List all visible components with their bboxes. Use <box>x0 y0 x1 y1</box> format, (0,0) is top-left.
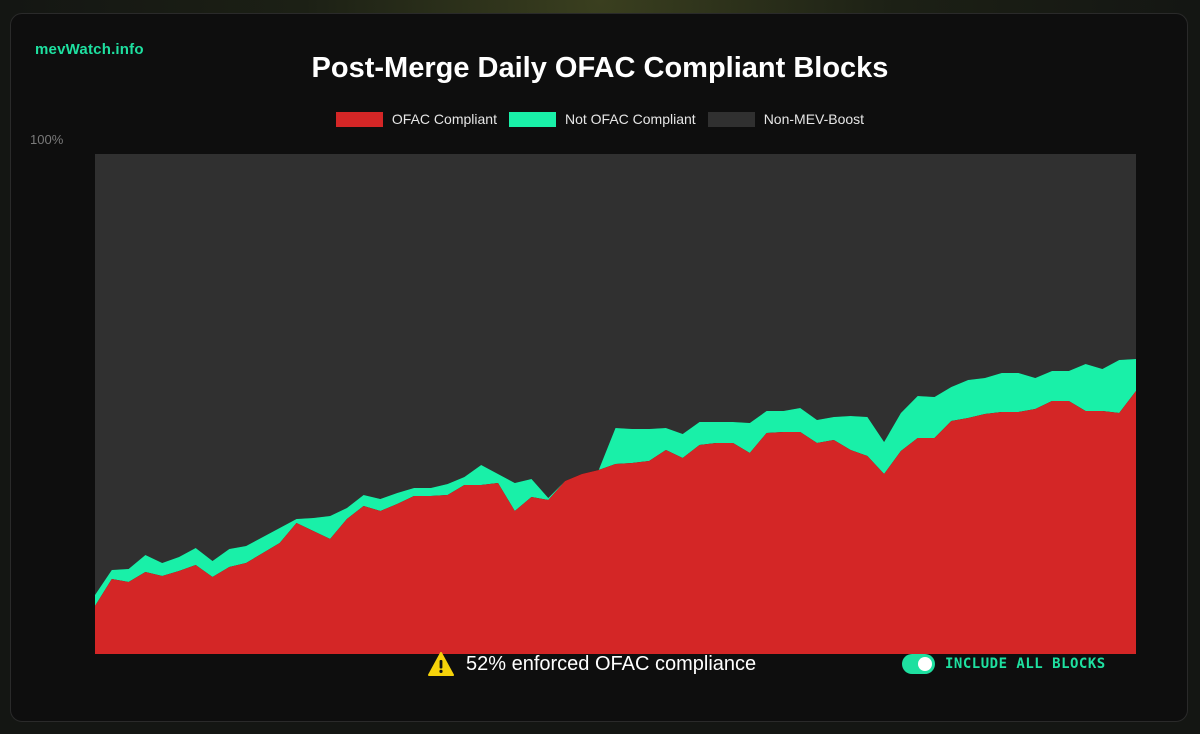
legend-swatch-non-mev-boost <box>707 111 755 127</box>
warning-icon <box>428 652 454 676</box>
legend-label: OFAC Compliant <box>391 111 497 127</box>
legend-label: Non-MEV-Boost <box>763 111 865 127</box>
toggle-label: INCLUDE ALL BLOCKS <box>945 656 1106 672</box>
y-tick-label: 100% <box>30 132 64 147</box>
compliance-summary: 52% enforced OFAC compliance <box>428 652 756 676</box>
include-all-blocks-toggle[interactable]: INCLUDE ALL BLOCKS <box>902 654 1106 674</box>
toggle-knob <box>918 657 932 671</box>
legend-swatch-ofac-compliant <box>335 111 383 127</box>
legend-label: Not OFAC Compliant <box>564 111 696 127</box>
legend-item-ofac-compliant[interactable]: OFAC Compliant <box>335 111 497 127</box>
series-area-not-ofac-compliant[interactable] <box>95 359 1136 606</box>
toggle-switch[interactable] <box>902 654 935 674</box>
brand-logo[interactable]: mevWatch.info <box>35 41 144 58</box>
series-area-ofac-compliant[interactable] <box>95 391 1136 654</box>
legend-item-not-ofac-compliant[interactable]: Not OFAC Compliant <box>508 111 696 127</box>
compliance-text: 52% enforced OFAC compliance <box>466 652 757 675</box>
legend-swatch-not-ofac-compliant <box>508 111 556 127</box>
series-area-non-mev-boost[interactable] <box>95 154 1136 595</box>
legend-item-non-mev-boost[interactable]: Non-MEV-Boost <box>707 111 865 127</box>
chart-title: Post-Merge Daily OFAC Compliant Blocks <box>311 52 889 84</box>
chart-legend: OFAC Compliant Not OFAC Compliant Non-ME… <box>0 111 1200 127</box>
